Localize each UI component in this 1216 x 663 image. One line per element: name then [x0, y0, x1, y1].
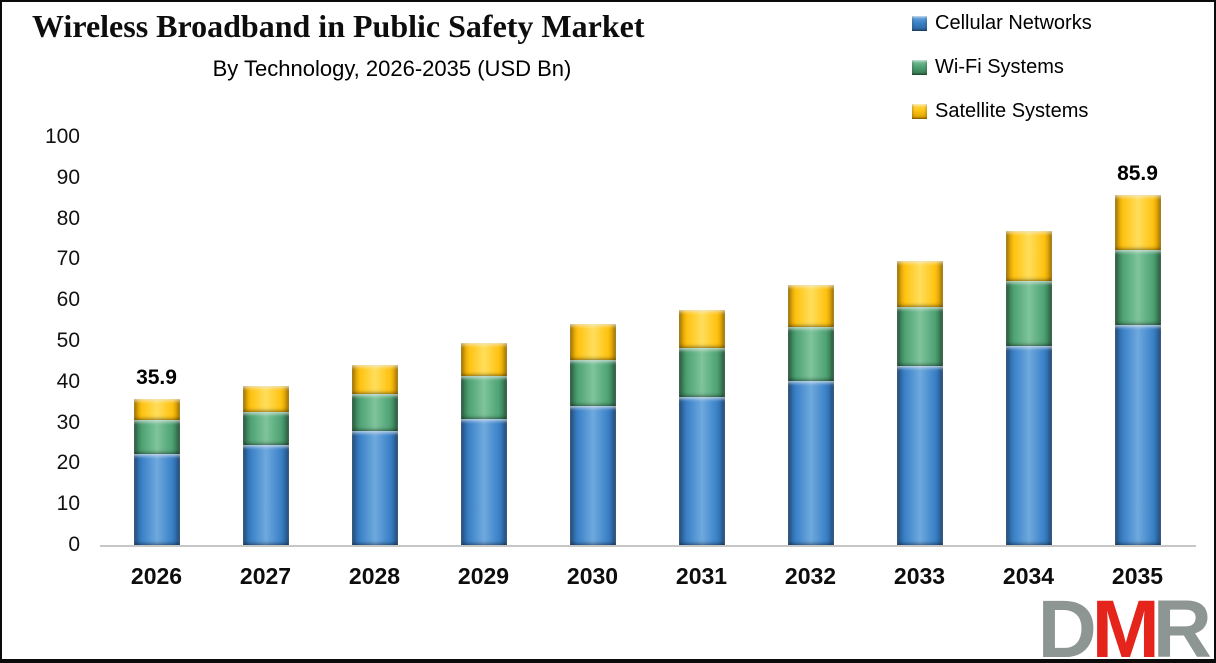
bar-2028-segment-satellite-systems [351, 365, 398, 394]
legend: Cellular Networks Wi-Fi Systems Satellite … [912, 12, 1092, 123]
legend-swatch-cellular-networks [912, 16, 927, 31]
bar-2026-segment-satellite-systems [133, 398, 180, 420]
x-tick-label-2026: 2026 [130, 563, 183, 589]
y-tick-label-40: 40 [56, 369, 80, 393]
y-tick-label-10: 10 [56, 492, 80, 516]
legend-label: Wi-Fi Systems [935, 56, 1064, 78]
bar-2031-segment-satellite-systems [678, 310, 725, 348]
bar-2035-segment-wi-fi-systems [1114, 250, 1161, 326]
bar-2033 [896, 261, 943, 545]
bar-2033-segment-wi-fi-systems [896, 307, 943, 366]
bar-2026 [133, 398, 180, 545]
bar-2028-segment-wi-fi-systems [351, 393, 398, 432]
x-tick-label-2032: 2032 [784, 563, 837, 589]
bar-2030 [569, 324, 616, 545]
y-tick-label-0: 0 [68, 533, 80, 556]
legend-swatch-wi-fi-systems [912, 60, 927, 75]
y-tick-label-80: 80 [56, 206, 80, 230]
chart-subtitle: By Technology, 2026-2035 (USD Bn) [212, 56, 572, 81]
x-tick-label-2029: 2029 [457, 563, 510, 589]
bar-2029-segment-satellite-systems [460, 343, 507, 376]
bar-2033-segment-cellular-networks [896, 365, 943, 545]
bar-2030-segment-cellular-networks [569, 405, 616, 545]
y-tick-label-70: 70 [56, 247, 80, 271]
bar-2031-segment-cellular-networks [678, 396, 725, 545]
bar-2030-segment-wi-fi-systems [569, 359, 616, 406]
bar-2034-segment-cellular-networks [1005, 345, 1052, 545]
y-tick-label-100: 100 [44, 125, 80, 148]
logo-letter-m: M [1091, 584, 1160, 663]
legend-label: Satellite Systems [935, 100, 1089, 122]
bar-2033-segment-satellite-systems [896, 261, 943, 308]
bar-2029 [460, 343, 507, 545]
bar-2031-segment-wi-fi-systems [678, 347, 725, 397]
bar-2027 [242, 385, 289, 545]
x-axis-line [100, 545, 1196, 547]
x-axis-labels: 2026 2027 2028 2029 2030 2031 2032 2033 2034 2035 [102, 562, 1192, 592]
legend-item-satellite-systems: Satellite Systems [912, 100, 1092, 123]
y-tick-label-90: 90 [56, 165, 80, 189]
y-axis: 0 10 20 30 40 50 60 70 80 90 100 [2, 125, 82, 556]
bar-2026-segment-cellular-networks [133, 453, 180, 545]
y-tick-label-30: 30 [56, 410, 80, 434]
bar-2032-segment-cellular-networks [787, 380, 834, 545]
x-tick-label-2030: 2030 [566, 563, 619, 589]
bar-2028 [351, 365, 398, 545]
bar-2034 [1005, 231, 1052, 545]
legend-item-cellular-networks: Cellular Networks [912, 12, 1092, 35]
bar-2027-segment-wi-fi-systems [242, 412, 289, 446]
bar-2030-segment-satellite-systems [569, 324, 616, 360]
legend-label: Cellular Networks [935, 12, 1092, 34]
logo-letter-d: D [1037, 584, 1097, 663]
bar-2029-segment-wi-fi-systems [460, 375, 507, 419]
x-tick-label-2034: 2034 [1002, 563, 1055, 589]
dmr-logo: D M R [1037, 584, 1212, 663]
x-tick-label-2035: 2035 [1111, 563, 1164, 589]
legend-swatch-satellite-systems [912, 104, 927, 119]
bar-2029-segment-cellular-networks [460, 418, 507, 545]
chart-title: Wireless Broadband in Public Safety Mark… [32, 8, 645, 44]
bar-2035-segment-cellular-networks [1114, 325, 1161, 545]
bar-2035 [1114, 194, 1161, 545]
y-tick-label-60: 60 [56, 288, 80, 312]
x-tick-label-2027: 2027 [239, 563, 292, 589]
bar-2031 [678, 310, 725, 545]
bar-2034-segment-satellite-systems [1005, 231, 1052, 282]
legend-item-wi-fi-systems: Wi-Fi Systems [912, 56, 1092, 79]
x-tick-label-2028: 2028 [348, 563, 401, 589]
bar-2032-segment-wi-fi-systems [787, 327, 834, 381]
logo-letter-r: R [1152, 584, 1212, 663]
bar-2034-segment-wi-fi-systems [1005, 281, 1052, 346]
bar-2026-segment-wi-fi-systems [133, 419, 180, 454]
x-tick-label-2033: 2033 [893, 563, 946, 589]
bar-2028-segment-cellular-networks [351, 431, 398, 545]
total-label-2035: 85.9 [1117, 161, 1158, 185]
y-tick-label-50: 50 [56, 329, 80, 352]
bar-2032-segment-satellite-systems [787, 285, 834, 328]
bar-2032 [787, 285, 834, 545]
total-label-2026: 35.9 [136, 365, 177, 389]
bar-2027-segment-satellite-systems [242, 385, 289, 413]
plot-area: 35.9 85.9 [100, 137, 1196, 547]
y-tick-label-20: 20 [56, 451, 80, 475]
bar-2027-segment-cellular-networks [242, 445, 289, 545]
x-tick-label-2031: 2031 [675, 563, 728, 589]
bar-2035-segment-satellite-systems [1114, 194, 1161, 251]
